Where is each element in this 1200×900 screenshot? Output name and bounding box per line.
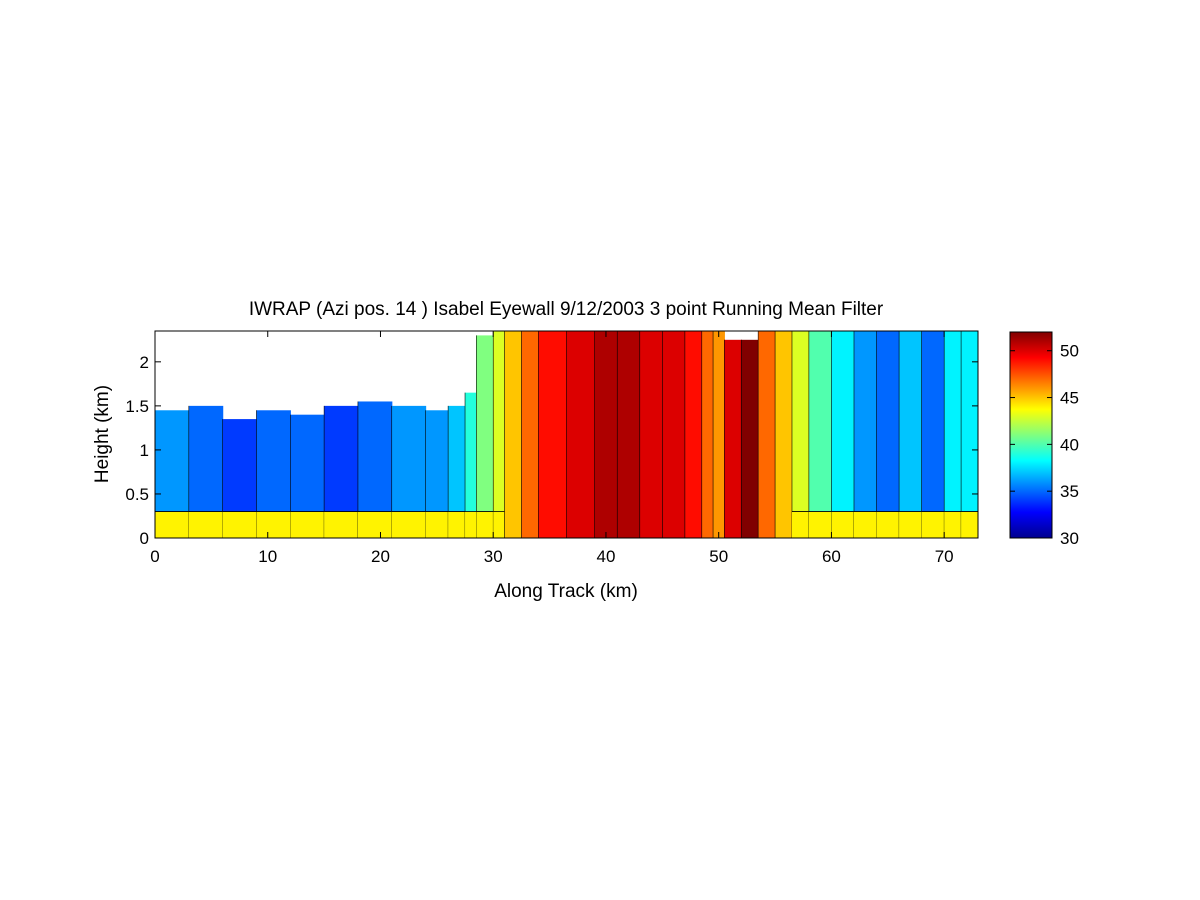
y-axis-label: Height (km) [92,385,113,483]
x-tick-label: 20 [371,547,390,566]
y-tick-label: 1 [140,441,149,460]
heat-column [594,331,618,538]
heat-column [521,331,539,538]
x-tick-label: 10 [258,547,277,566]
surface-layer-cell [290,511,325,538]
heat-column [639,331,663,538]
heat-column [448,405,466,538]
heat-column [876,331,900,538]
surface-layer-cell [448,511,466,538]
y-tick-label: 0.5 [125,485,149,504]
x-tick-label: 70 [935,547,954,566]
surface-layer-cell [391,511,427,538]
heat-column [701,331,714,538]
x-tick-label: 0 [150,547,159,566]
x-axis: 0 10 20 30 40 50 60 70 [150,331,954,566]
surface-layer-cell [493,511,506,538]
x-tick-label: 40 [596,547,615,566]
heat-column [808,331,833,538]
y-tick-label: 0 [140,529,149,548]
heat-column [921,331,945,538]
x-tick-label: 50 [709,547,728,566]
surface-layer-cell [256,511,291,538]
colorbar-tick-label: 45 [1060,389,1079,408]
heat-column [425,410,449,538]
heat-column [724,339,742,538]
colorbar: 30 35 40 45 50 [1009,331,1079,548]
surface-layer-cell [155,511,190,538]
heat-layer [155,331,978,538]
heat-column [538,331,568,538]
x-tick-label: 60 [822,547,841,566]
heat-column [566,331,596,538]
x-axis-label: Along Track (km) [494,581,638,602]
surface-layer-cell [921,511,945,538]
surface-layer-cell [222,511,258,538]
plot-area [154,330,979,539]
surface-layer-cell [944,511,962,538]
heat-column [775,331,793,538]
heat-column [662,331,686,538]
surface-layer-cell [425,511,449,538]
heat-column [758,331,776,538]
heat-column [476,335,494,538]
heat-column [493,331,506,538]
surface-layer-cell [961,511,978,538]
surface-layer-cell [465,511,477,538]
colorbar-tick-label: 50 [1060,342,1079,361]
heat-column [899,331,923,538]
surface-layer-cell [357,511,393,538]
colorbar-tick-label: 30 [1060,529,1079,548]
heat-column [791,331,810,538]
surface-layer-cell [791,511,810,538]
surface-layer-cell [831,511,855,538]
x-tick-label: 30 [484,547,503,566]
heat-column [853,331,878,538]
surface-layer-cell [899,511,923,538]
heat-column [504,331,522,538]
colorbar-ramp [1009,331,1053,539]
surface-layer-cell [876,511,900,538]
heat-column [713,331,725,538]
heat-column [961,331,978,538]
surface-layer-cell [324,511,359,538]
plot-frame [154,330,979,539]
heat-column [944,331,962,538]
heat-column [831,331,855,538]
colorbar-tick-label: 40 [1060,435,1079,454]
chart-title: IWRAP (Azi pos. 14 ) Isabel Eyewall 9/12… [249,299,884,320]
heat-column [465,392,477,538]
surface-layer-cell [188,511,224,538]
y-tick-label: 1.5 [125,397,149,416]
surface-layer-cell [808,511,833,538]
colorbar-ticks: 30 35 40 45 50 [1010,342,1079,548]
surface-layer-cell [853,511,878,538]
heat-column [617,331,641,538]
surface-layer-cell [476,511,494,538]
heat-column [684,331,703,538]
y-axis: 0 0.5 1 1.5 2 [125,353,978,548]
y-tick-label: 2 [140,353,149,372]
heat-column [741,339,759,538]
colorbar-tick-label: 35 [1060,482,1079,501]
